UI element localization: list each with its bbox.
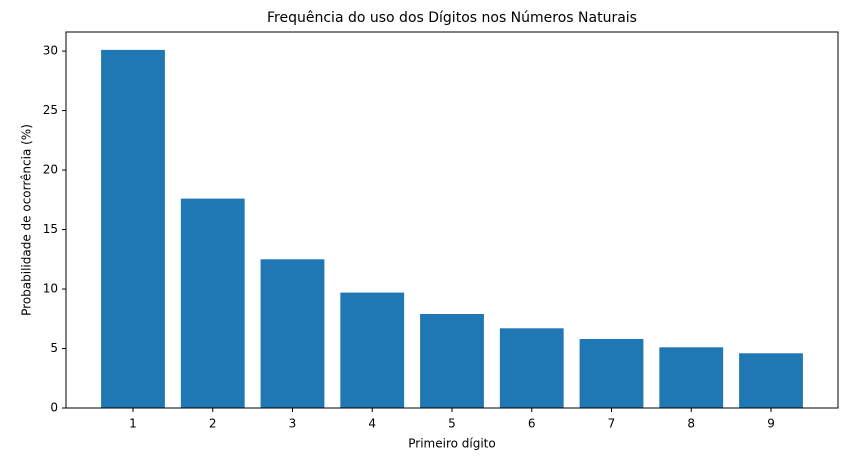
bar <box>579 338 644 408</box>
x-tick-label: 6 <box>528 417 536 431</box>
bar <box>659 347 724 408</box>
bar <box>420 314 484 408</box>
bar <box>180 198 245 408</box>
y-tick-label: 30 <box>43 44 58 58</box>
bar <box>499 328 564 408</box>
x-tick-label: 3 <box>289 417 297 431</box>
bar <box>260 259 325 408</box>
x-tick-label: 8 <box>687 417 695 431</box>
bar <box>101 49 165 409</box>
x-axis-label: Primeiro dígito <box>408 437 495 451</box>
bar <box>739 353 803 408</box>
y-tick-label: 20 <box>43 163 58 177</box>
x-tick-label: 5 <box>448 417 456 431</box>
y-tick-label: 0 <box>50 401 58 415</box>
x-tick-label: 1 <box>129 417 137 431</box>
chart-title: Frequência do uso dos Dígitos nos Número… <box>267 10 637 26</box>
bar <box>340 292 405 408</box>
plot-frame <box>65 31 839 409</box>
y-tick-label: 10 <box>43 282 58 296</box>
x-tick-label: 7 <box>608 417 616 431</box>
y-axis-label: Probabilidade de ocorrência (%) <box>20 124 34 316</box>
y-tick-label: 5 <box>50 341 58 355</box>
x-tick-label: 4 <box>368 417 376 431</box>
x-tick-label: 2 <box>209 417 217 431</box>
x-tick-label: 9 <box>767 417 775 431</box>
y-tick-label: 25 <box>43 103 58 117</box>
y-tick-label: 15 <box>43 222 58 236</box>
